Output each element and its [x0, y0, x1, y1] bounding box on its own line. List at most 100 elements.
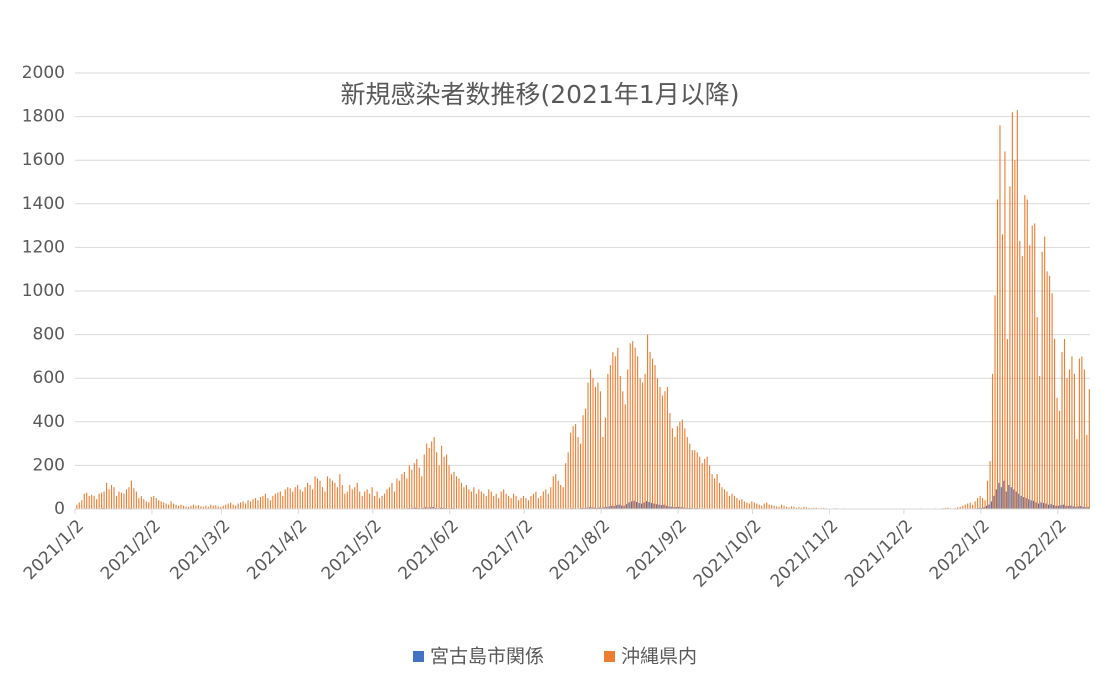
- bar: [336, 487, 338, 509]
- bar: [642, 382, 644, 509]
- bar: [463, 487, 465, 509]
- bar: [160, 501, 162, 509]
- bar: [220, 506, 222, 509]
- bar: [535, 491, 537, 509]
- bar: [195, 505, 197, 509]
- bar: [726, 491, 728, 509]
- bar: [110, 485, 113, 509]
- bar: [609, 365, 611, 509]
- bar: [1082, 506, 1084, 509]
- bar: [699, 456, 701, 509]
- y-tick-label: 1600: [22, 150, 65, 170]
- bar: [453, 471, 455, 509]
- bar: [743, 501, 745, 509]
- bar: [1087, 506, 1089, 509]
- bar: [582, 415, 584, 509]
- bar: [1051, 293, 1053, 509]
- bar: [314, 476, 316, 509]
- bar: [565, 463, 567, 509]
- bar: [269, 500, 271, 509]
- bar: [165, 503, 167, 509]
- bar: [515, 495, 517, 509]
- bar: [175, 504, 177, 509]
- bar: [412, 507, 414, 509]
- bar: [690, 507, 692, 509]
- bar: [505, 493, 507, 509]
- bar: [680, 507, 682, 509]
- bar: [1058, 410, 1061, 509]
- bar: [763, 503, 765, 509]
- bar: [753, 502, 755, 509]
- bar: [1068, 369, 1071, 509]
- y-tick-label: 0: [54, 499, 65, 519]
- bar: [252, 499, 254, 509]
- bar: [813, 507, 815, 509]
- bar: [655, 504, 657, 509]
- bar: [954, 507, 956, 509]
- bar: [1049, 275, 1051, 509]
- bar: [297, 485, 299, 509]
- bar: [324, 491, 326, 509]
- bar: [520, 498, 522, 509]
- bar: [207, 506, 209, 509]
- bar: [1078, 358, 1080, 509]
- bar: [611, 505, 613, 509]
- bar: [125, 489, 127, 509]
- bar: [984, 500, 986, 509]
- bar: [493, 495, 495, 509]
- bar: [1034, 223, 1036, 510]
- bar: [1045, 503, 1047, 509]
- bar: [676, 426, 678, 509]
- bar: [190, 505, 192, 509]
- bar: [1083, 369, 1085, 509]
- bar: [665, 505, 667, 509]
- bar: [645, 501, 648, 509]
- bar: [604, 417, 606, 509]
- bar: [768, 504, 770, 509]
- bar: [331, 480, 333, 509]
- bar: [586, 507, 588, 509]
- bar: [547, 493, 549, 509]
- bar: [1029, 245, 1031, 509]
- bar: [1005, 491, 1007, 509]
- bar: [723, 489, 726, 509]
- bar: [653, 503, 655, 509]
- bar: [282, 495, 284, 509]
- bar: [738, 500, 740, 509]
- bar: [678, 506, 680, 509]
- bar: [155, 498, 157, 509]
- bar: [289, 488, 291, 509]
- bar: [150, 497, 152, 509]
- bar: [790, 506, 793, 509]
- bar: [1047, 504, 1050, 509]
- bar: [135, 491, 137, 509]
- bar: [596, 507, 598, 509]
- bar: [1062, 504, 1064, 509]
- bar: [599, 391, 601, 509]
- x-tick-label: 2021/9/2: [623, 516, 691, 584]
- bar: [130, 480, 132, 509]
- y-tick-label: 2000: [22, 63, 65, 83]
- bar: [552, 476, 554, 509]
- bar: [1066, 378, 1068, 509]
- bar: [158, 500, 160, 509]
- bar: [115, 495, 118, 509]
- bar: [339, 474, 341, 509]
- bar: [1060, 505, 1062, 509]
- bar: [326, 476, 329, 509]
- bar: [588, 507, 590, 509]
- bar: [1038, 503, 1040, 509]
- bar: [1080, 505, 1082, 509]
- bar: [232, 504, 234, 509]
- bar: [434, 507, 437, 509]
- bar: [651, 358, 654, 509]
- bar: [1030, 500, 1032, 509]
- bar: [771, 505, 773, 509]
- bar: [426, 443, 428, 509]
- bar: [685, 507, 687, 509]
- bar: [947, 507, 949, 509]
- bar: [570, 432, 572, 509]
- bar: [381, 495, 383, 509]
- y-tick-label: 800: [33, 325, 65, 345]
- bar: [498, 498, 500, 509]
